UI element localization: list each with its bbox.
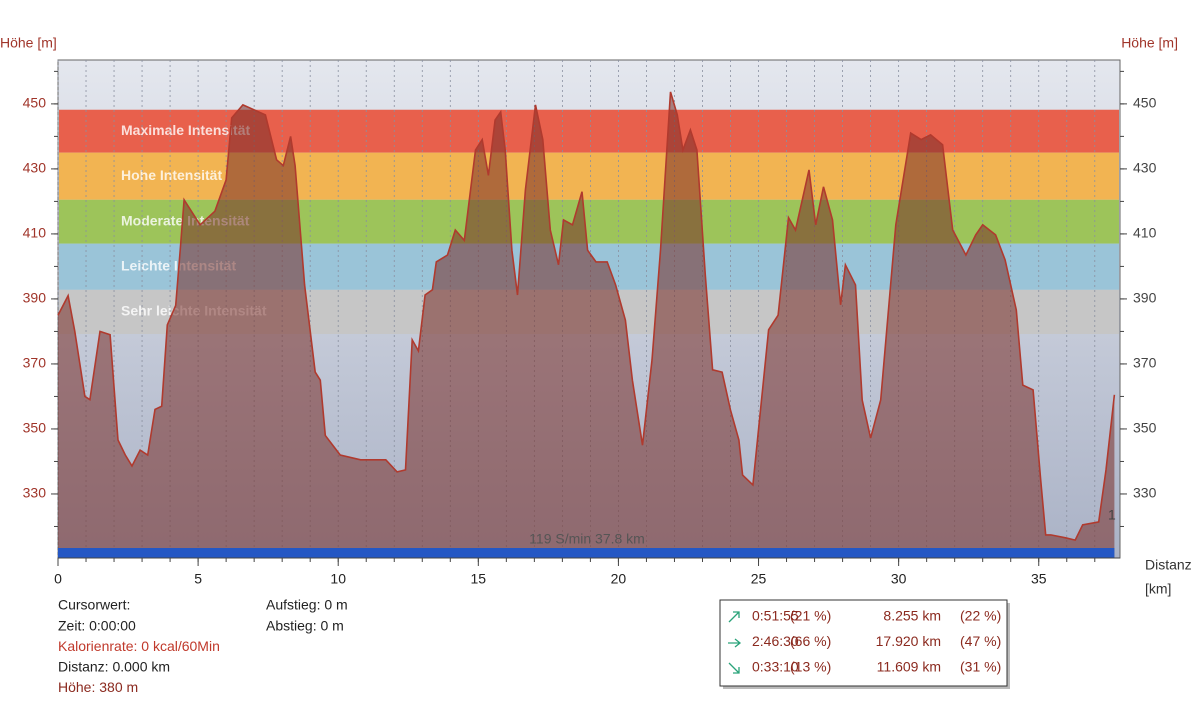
y2-tick-label: 330 <box>1133 485 1157 501</box>
stats-cell: (13 %) <box>790 659 831 675</box>
stats-cell: 17.920 km <box>876 633 941 649</box>
x-tick-label: 30 <box>891 571 907 587</box>
y-tick-label: 450 <box>23 95 47 111</box>
ascent: Aufstieg: 0 m <box>266 597 348 613</box>
y-tick-label: 410 <box>23 225 47 241</box>
x-tick-label: 20 <box>611 571 627 587</box>
y-tick-label: 430 <box>23 160 47 176</box>
y2-tick-label: 390 <box>1133 290 1157 306</box>
y-tick-label: 330 <box>23 485 47 501</box>
zone-label: Hohe Intensität <box>121 167 222 183</box>
y2-tick-label: 430 <box>1133 160 1157 176</box>
stats-cell: 8.255 km <box>883 608 941 624</box>
descent: Abstieg: 0 m <box>266 618 344 634</box>
zone-label: Maximale Intensität <box>121 122 250 138</box>
stats-cell: (47 %) <box>960 633 1001 649</box>
box <box>719 599 1008 687</box>
x-tick-label: 35 <box>1031 571 1047 587</box>
x-tick-label: 0 <box>54 571 62 587</box>
stats-cell: 2:46:30 <box>752 633 799 649</box>
x-tick-label: 5 <box>194 571 202 587</box>
baseline-bar <box>58 548 1115 558</box>
x-axis-label: Distanz <box>1145 557 1192 573</box>
arrow-flat <box>728 638 742 648</box>
y2-tick-label: 350 <box>1133 420 1157 436</box>
y2-tick-label: 370 <box>1133 355 1157 371</box>
x-axis-unit: [km] <box>1145 581 1171 597</box>
line <box>57 91 1116 542</box>
panel-row: Zeit: 0:00:00 <box>58 618 136 634</box>
y2-axis-label: Höhe [m] <box>1121 35 1178 51</box>
arrow-icons <box>728 611 742 674</box>
y2-tick-label: 410 <box>1133 225 1157 241</box>
stats-cell: (22 %) <box>960 608 1001 624</box>
x-tick-label: 15 <box>471 571 487 587</box>
stats-cell: 0:33:10 <box>752 659 799 675</box>
axes: 3303503703904104304503303503703904104304… <box>23 70 1157 587</box>
series: 119 S/min 37.8 km 1 <box>57 91 1116 559</box>
arrow-down <box>728 662 740 674</box>
area-fill <box>58 91 1115 559</box>
stats-cell: 0:51:55 <box>752 608 799 624</box>
y-tick-label: 370 <box>23 355 47 371</box>
marker-label: 1 <box>1108 507 1116 523</box>
stats-cell: (66 %) <box>790 633 831 649</box>
footer-text: 119 S/min 37.8 km <box>529 531 645 547</box>
y-axis-label: Höhe [m] <box>0 35 57 51</box>
x-tick-label: 25 <box>751 571 767 587</box>
panel-row: Höhe: 380 m <box>58 679 138 695</box>
panel-row: Distanz: 0.000 km <box>58 659 170 675</box>
stats-cell: 11.609 km <box>877 659 941 675</box>
y-tick-label: 350 <box>23 420 47 436</box>
stats-cell: (31 %) <box>960 659 1001 675</box>
panel-title: Cursorwert: <box>58 597 130 613</box>
cursor-panel: Cursorwert: Aufstieg: 0 m Abstieg: 0 m Z… <box>58 597 348 696</box>
y2-tick-label: 450 <box>1133 95 1157 111</box>
x-tick-label: 10 <box>330 571 346 587</box>
arrow-up <box>728 611 740 623</box>
y-tick-label: 390 <box>23 290 47 306</box>
stats-cell: (21 %) <box>790 608 831 624</box>
panel-row: Kalorienrate: 0 kcal/60Min <box>58 638 220 654</box>
stats-box <box>719 599 1010 689</box>
